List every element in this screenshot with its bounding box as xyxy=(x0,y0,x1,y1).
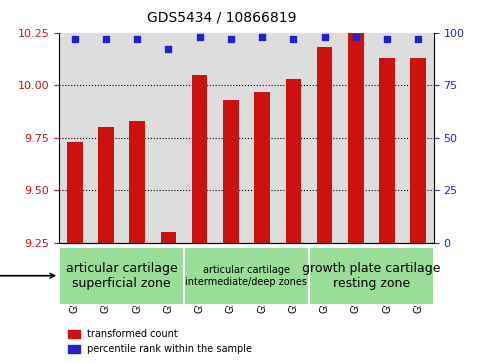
Point xyxy=(133,36,141,42)
Bar xyxy=(246,33,278,243)
Bar xyxy=(340,33,371,243)
FancyBboxPatch shape xyxy=(59,248,184,305)
Bar xyxy=(184,33,215,243)
Bar xyxy=(348,33,363,243)
Bar xyxy=(153,33,184,243)
Text: GDS5434 / 10866819: GDS5434 / 10866819 xyxy=(147,11,297,25)
Bar xyxy=(410,58,426,243)
Bar xyxy=(317,48,332,243)
Point xyxy=(352,34,360,40)
Point xyxy=(414,36,422,42)
Bar xyxy=(309,33,340,243)
Bar xyxy=(285,79,301,243)
Bar xyxy=(59,33,90,243)
Point xyxy=(258,34,266,40)
Point xyxy=(71,36,79,42)
Bar xyxy=(67,142,83,243)
Bar xyxy=(223,100,239,243)
Legend: transformed count, percentile rank within the sample: transformed count, percentile rank withi… xyxy=(64,326,256,358)
Point xyxy=(227,36,235,42)
Text: articular cartilage
intermediate/deep zones: articular cartilage intermediate/deep zo… xyxy=(185,265,308,286)
Bar xyxy=(122,33,153,243)
Point xyxy=(196,34,204,40)
Text: growth plate cartilage
resting zone: growth plate cartilage resting zone xyxy=(302,262,441,290)
FancyBboxPatch shape xyxy=(309,248,434,305)
Bar xyxy=(403,33,434,243)
Point xyxy=(289,36,297,42)
Bar xyxy=(278,33,309,243)
Text: articular cartilage
superficial zone: articular cartilage superficial zone xyxy=(66,262,177,290)
Bar xyxy=(129,121,145,243)
Bar xyxy=(215,33,246,243)
Point xyxy=(383,36,391,42)
Point xyxy=(165,46,173,52)
Bar xyxy=(98,127,114,243)
Bar xyxy=(90,33,122,243)
Bar xyxy=(254,91,270,243)
Bar xyxy=(192,75,208,243)
Text: tissue: tissue xyxy=(0,271,55,281)
Bar xyxy=(161,232,176,243)
Bar xyxy=(379,58,395,243)
Bar xyxy=(371,33,403,243)
Point xyxy=(320,34,328,40)
Point xyxy=(102,36,110,42)
FancyBboxPatch shape xyxy=(184,248,309,305)
